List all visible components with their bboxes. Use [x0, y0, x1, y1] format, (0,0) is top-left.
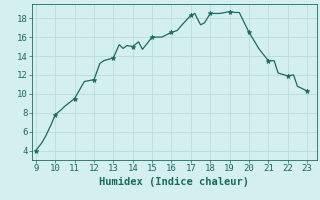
X-axis label: Humidex (Indice chaleur): Humidex (Indice chaleur) [100, 177, 249, 187]
